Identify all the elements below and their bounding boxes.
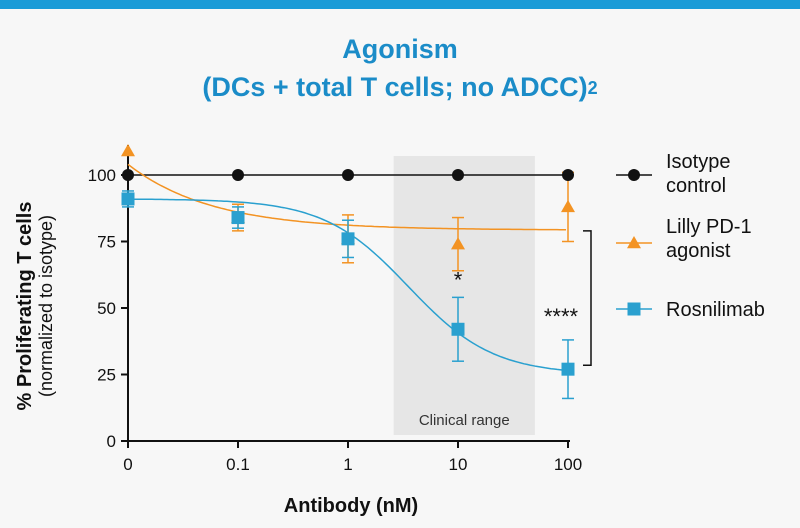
isotype-point <box>562 169 574 181</box>
lilly-point <box>561 199 575 213</box>
y-axis-label: % Proliferating T cells <box>14 202 36 411</box>
x-tick-label: 0 <box>123 455 132 474</box>
legend-isotype-marker <box>628 169 640 181</box>
clinical-range-label: Clinical range <box>419 412 510 429</box>
x-tick-label: 10 <box>449 455 468 474</box>
legend-rosnilimab-label: Rosnilimab <box>666 299 765 321</box>
y-tick-label: 50 <box>97 299 116 318</box>
x-tick-label: 1 <box>343 455 352 474</box>
rosnilimab-point <box>121 192 135 206</box>
isotype-point <box>452 169 464 181</box>
y-tick-label: 75 <box>97 233 116 252</box>
rosnilimab-point <box>451 322 465 336</box>
y-tick-label: 0 <box>107 432 116 451</box>
isotype-point <box>342 169 354 181</box>
rosnilimab-point <box>231 211 245 225</box>
y-tick-label: 100 <box>88 166 116 185</box>
x-axis-label: Antibody (nM) <box>284 495 418 517</box>
chart-title: Agonism <box>342 34 458 64</box>
x-tick-label: 0.1 <box>226 455 250 474</box>
lilly-point <box>451 237 465 250</box>
y-axis-label-secondary: (normalized to isotype) <box>36 215 56 397</box>
x-tick-label: 100 <box>554 455 582 474</box>
significance-bracket <box>583 230 592 366</box>
legend-lilly-label-line: agonist <box>666 240 731 262</box>
rosnilimab-point <box>561 362 575 376</box>
legend-lilly-label: Lilly PD-1 agonist <box>666 216 752 262</box>
top-accent-bar <box>0 0 800 9</box>
legend-lilly-marker <box>627 236 641 249</box>
legend-isotype-label-line: Isotype <box>666 151 730 173</box>
rosnilimab-point <box>341 232 355 246</box>
legend-rosnilimab-marker <box>627 302 641 316</box>
subtitle-superscript: 2 <box>587 78 598 98</box>
lilly-fit-curve <box>127 163 566 231</box>
legend-isotype-label: Isotype control <box>666 151 730 197</box>
significance-asterisk: * <box>454 267 463 292</box>
y-tick-label: 25 <box>97 366 116 385</box>
rosnilimab-fit-curve <box>128 198 567 372</box>
isotype-point <box>232 169 244 181</box>
lilly-point <box>121 144 135 157</box>
significance-stars: **** <box>544 304 579 329</box>
legend-rosnilimab-label-line: Rosnilimab <box>666 299 765 321</box>
chart-subtitle: (DCs + total T cells; no ADCC)2 <box>202 72 598 102</box>
isotype-point <box>122 169 134 181</box>
legend-lilly-label-line: Lilly PD-1 <box>666 216 752 238</box>
legend-isotype-label-line: control <box>666 175 726 197</box>
clinical-range-region <box>393 156 535 435</box>
